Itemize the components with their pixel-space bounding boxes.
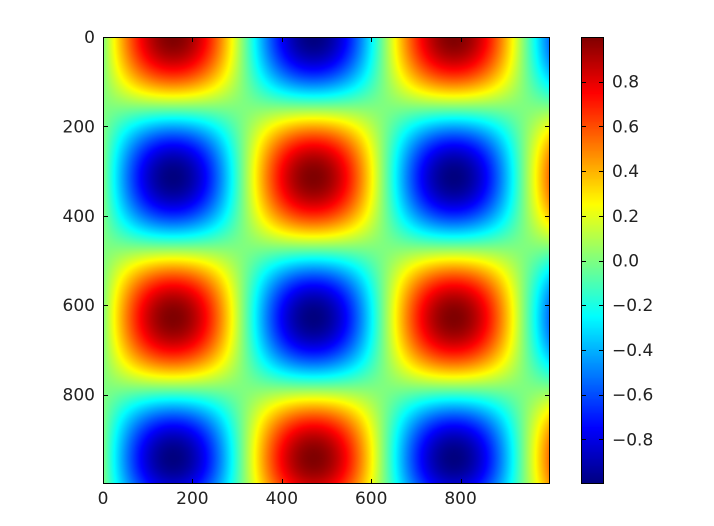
x-axis: 0 200 400 600 800 — [98, 37, 477, 509]
y-tick-label: 600 — [63, 296, 95, 316]
colorbar-tick-label: 0.0 — [612, 252, 639, 272]
y-tick-label: 200 — [63, 117, 95, 137]
x-tick-label: 0 — [98, 489, 109, 509]
y-axis: 0 200 400 600 800 — [63, 28, 550, 406]
colorbar-gradient — [581, 37, 604, 484]
heatmap-border — [103, 37, 550, 484]
x-tick-label: 600 — [355, 489, 387, 509]
heatmap-image — [103, 37, 550, 484]
colorbar-tick-label: −0.4 — [612, 341, 653, 361]
x-tick-label: 400 — [266, 489, 298, 509]
colorbar-tick-label: 0.2 — [612, 207, 639, 227]
colorbar-tick-label: 0.6 — [612, 117, 639, 137]
y-tick-label: 400 — [63, 207, 95, 227]
colorbar-tick-label: −0.2 — [612, 296, 653, 316]
colorbar-tick-label: 0.8 — [612, 73, 639, 93]
x-tick-label: 200 — [176, 489, 208, 509]
colorbar-axis: 0.8 0.6 0.4 0.2 0.0 −0.2 −0.4 −0.6 −0.8 — [581, 73, 653, 450]
colorbar-frame — [581, 37, 604, 484]
y-tick-label: 0 — [84, 28, 95, 48]
colorbar-tick-label: 0.4 — [612, 162, 639, 182]
heatmap-frame — [103, 37, 550, 484]
colorbar-tick-label: −0.8 — [612, 430, 653, 450]
colorbar-border — [581, 37, 604, 484]
y-tick-label: 800 — [63, 386, 95, 406]
colorbar-tick-label: −0.6 — [612, 386, 653, 406]
x-tick-label: 800 — [444, 489, 476, 509]
